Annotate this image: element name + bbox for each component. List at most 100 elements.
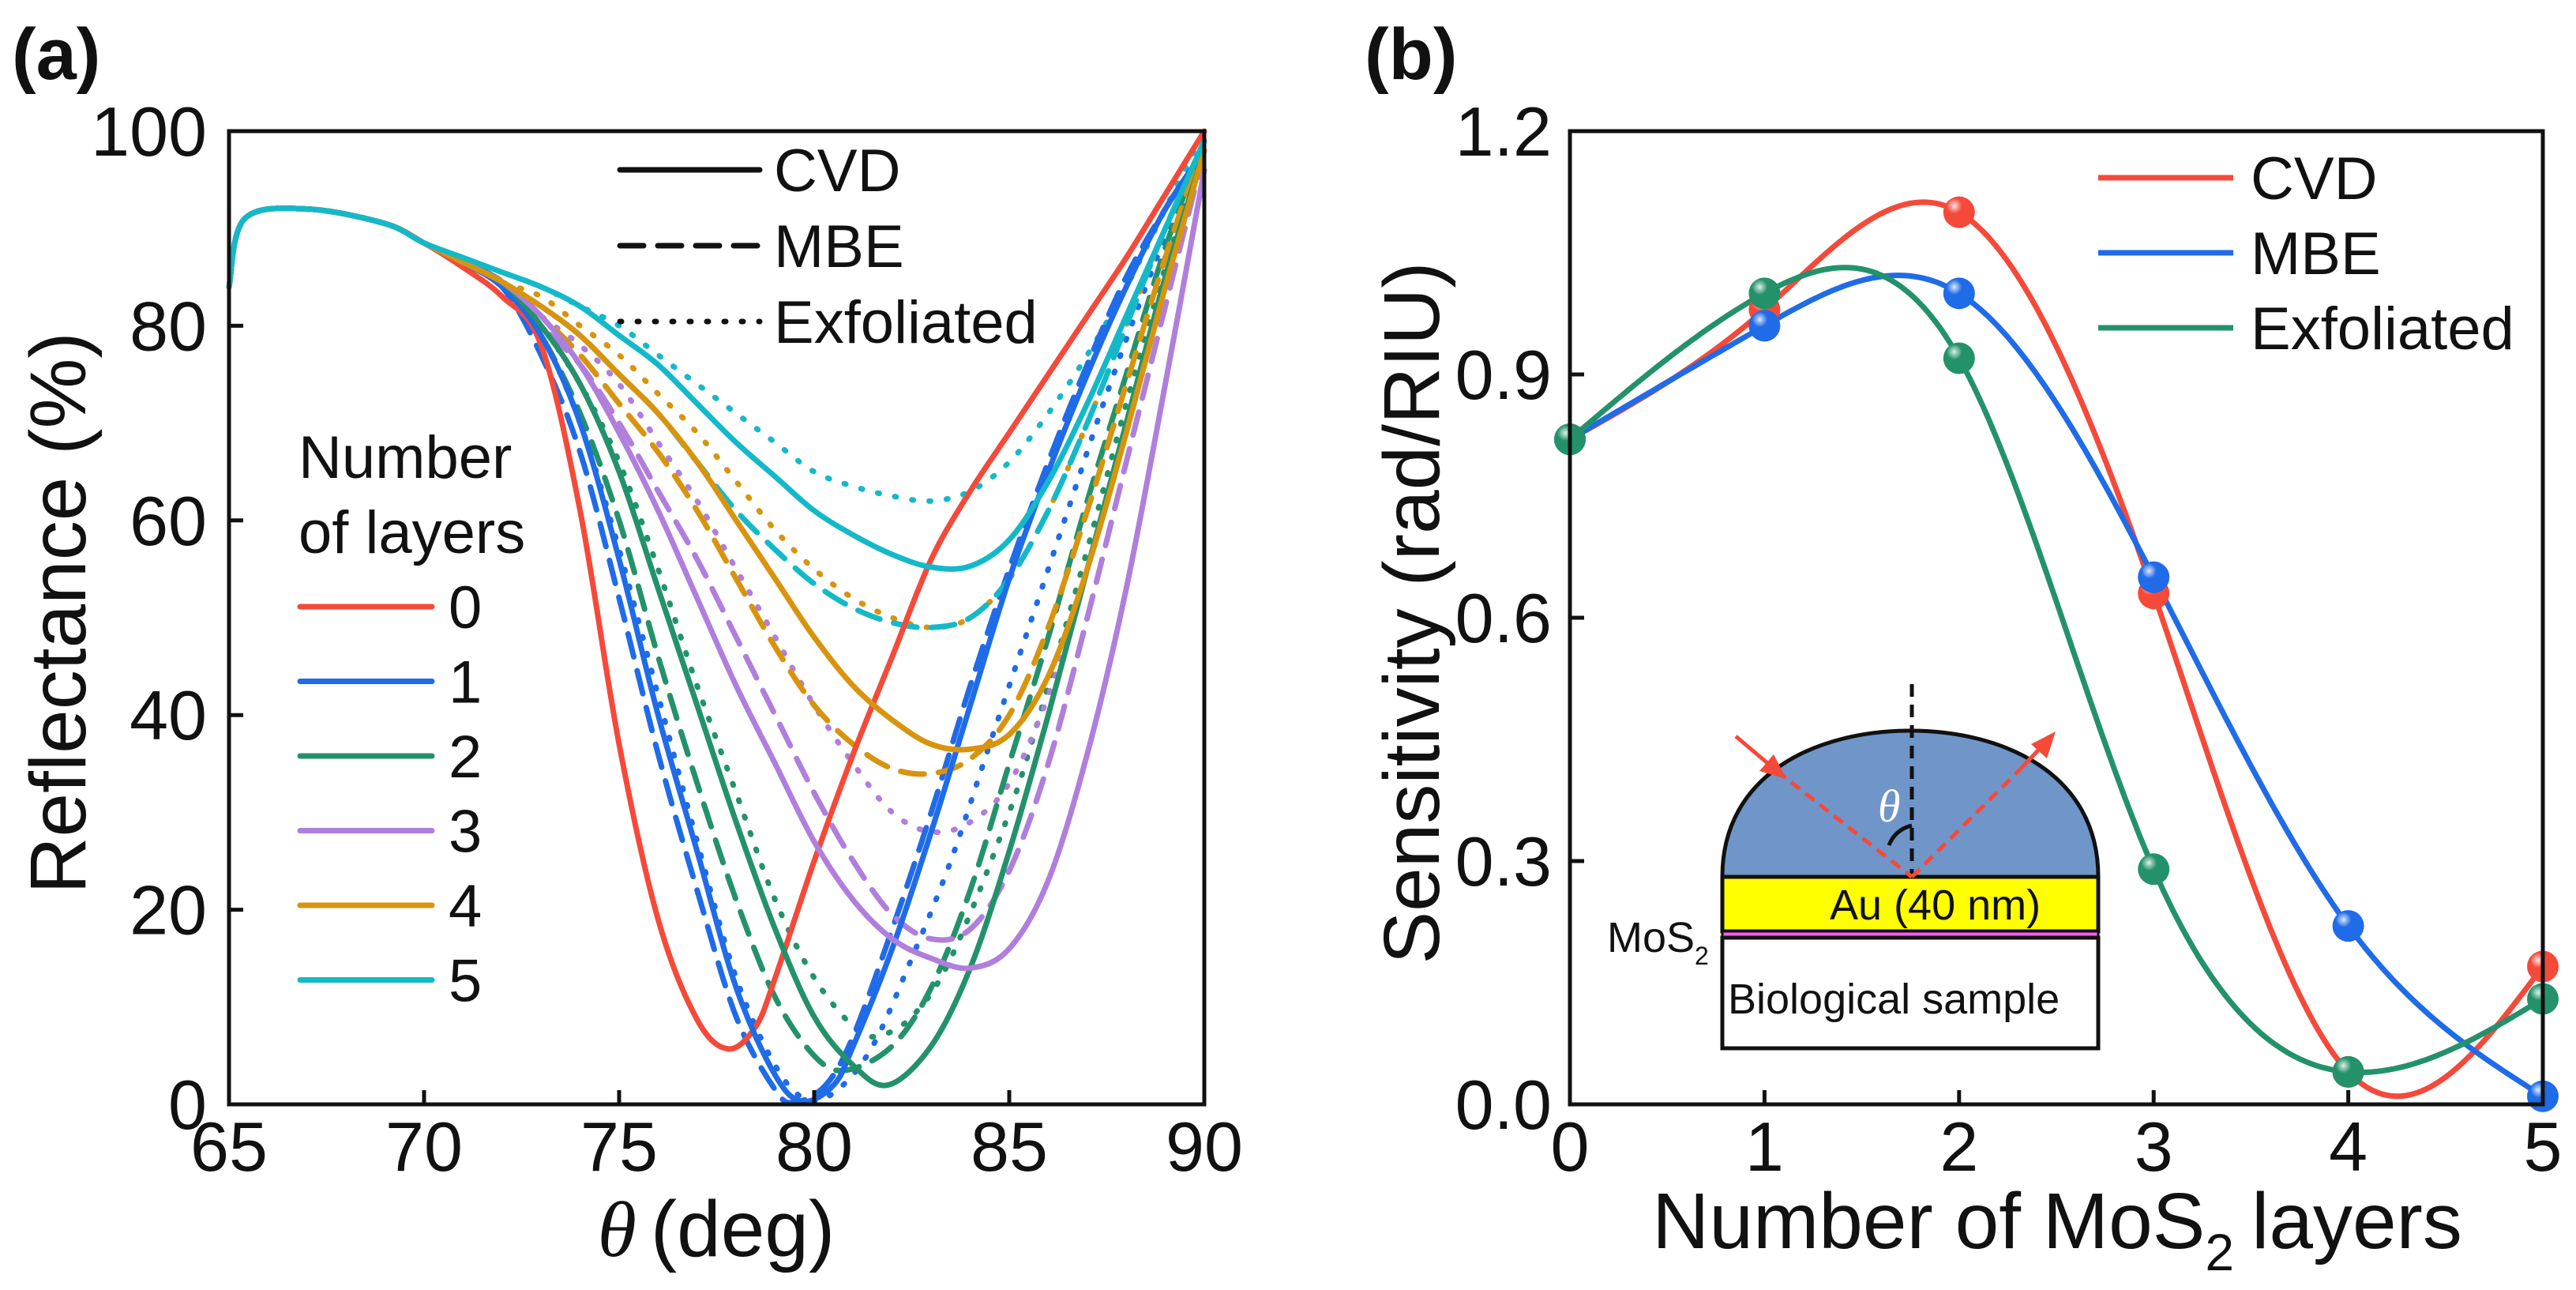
curve-cvd-2-layers (226, 148, 1207, 1089)
data-point-exfoliated (1943, 342, 1975, 374)
legend-label-layers-0: 0 (449, 574, 482, 641)
panel-a-curves (226, 128, 1207, 1106)
data-point-exfoliated (2138, 853, 2170, 886)
color-legend-title-line-1: Number (299, 424, 512, 491)
panel-b-label: (b) (1365, 14, 1457, 95)
y-tick-label: 0.0 (1455, 1066, 1552, 1144)
data-point-mbe (1943, 277, 1975, 310)
legend-label-cvd: CVD (774, 137, 900, 205)
y-tick-label: 0.6 (1455, 579, 1552, 657)
theta-symbol: θ (598, 1186, 636, 1273)
marker-highlight (2332, 910, 2364, 942)
marker-highlight (2138, 561, 2170, 593)
legend-label-exfoliated: Exfoliated (2251, 295, 2514, 363)
panel-b-legend: CVD MBE Exfoliated (2098, 145, 2514, 363)
reflected-beam-inside (1910, 766, 2023, 878)
legend-label-cvd: CVD (2251, 145, 2377, 212)
incident-beam-inside (1775, 769, 1913, 878)
legend-label-mbe: MBE (774, 213, 904, 280)
sensitivity-curve-mbe (1568, 273, 2544, 1099)
panel-a-color-legend: 0 1 2 3 4 5 (297, 574, 482, 1015)
marker-highlight (1943, 342, 1975, 374)
curve-mbe-1-layers (226, 148, 1207, 1106)
panel-b-curves (1568, 199, 2545, 1100)
x-tick-label: 75 (580, 1108, 658, 1186)
legend-label-layers-3: 3 (449, 799, 482, 866)
biological-sample-label: Biological sample (1728, 976, 2060, 1023)
mos2-label: MoS2 (1607, 914, 1709, 970)
data-point-mbe (1748, 310, 1781, 342)
data-point-cvd (1943, 196, 1975, 228)
data-point-mbe (2138, 561, 2170, 593)
mos2-label-subscript: 2 (1695, 942, 1709, 970)
inset-angle-label: θ (1878, 780, 1901, 832)
marker-highlight (2332, 1055, 2364, 1088)
panel-b-y-axis-title: Sensitivity (rad/RIU) (1368, 261, 1456, 964)
biological-sample-layer (1720, 935, 2101, 1051)
curve-cvd-0-layers (226, 128, 1207, 1052)
data-point-mbe (2332, 910, 2364, 942)
reflected-arrowhead-icon (2031, 732, 2056, 758)
legend-label-layers-4: 4 (449, 873, 482, 940)
y-tick-label: 0.9 (1455, 336, 1552, 414)
panel-b-x-axis-title: Number of MoS2 layers (1652, 1177, 2462, 1281)
data-point-exfoliated (2332, 1055, 2364, 1088)
legend-label-mbe: MBE (2251, 220, 2381, 288)
curve-mbe-4-layers (226, 137, 1207, 777)
sensitivity-curve-exfoliated (1568, 265, 2544, 1075)
x-tick-label: 70 (385, 1108, 463, 1186)
panel-a-plot-frame (227, 129, 1207, 1107)
curve-cvd-5-layers (226, 137, 1207, 572)
x-tick-label: 4 (2329, 1108, 2368, 1186)
marker-highlight (2138, 853, 2170, 886)
color-legend-title-line-2: of layers (299, 499, 525, 566)
y-tick-label: 60 (130, 482, 207, 560)
y-tick-label: 40 (130, 676, 207, 754)
marker-highlight (1748, 277, 1781, 310)
y-tick-label: 1.2 (1455, 92, 1552, 171)
panel-b-ticks: 0 1 2 3 4 5 0.0 0.3 0.6 0.9 1.2 (1455, 92, 2563, 1186)
y-tick-label: 80 (130, 287, 207, 365)
legend-label-layers-1: 1 (449, 649, 482, 716)
x-tick-label: 85 (971, 1108, 1048, 1186)
data-point-exfoliated (1748, 277, 1781, 310)
legend-label-layers-5: 5 (449, 948, 482, 1015)
x-axis-title-subscript: 2 (2205, 1223, 2234, 1281)
x-tick-label: 0 (1551, 1108, 1590, 1186)
x-tick-label: 5 (2524, 1108, 2563, 1186)
light-beam (1734, 732, 2056, 878)
y-tick-label: 0 (168, 1066, 207, 1144)
x-tick-label: 80 (775, 1108, 853, 1186)
curve-exfoliated-1-layers (226, 148, 1207, 1104)
x-axis-title-end: layers (2251, 1177, 2462, 1266)
x-tick-label: 65 (190, 1108, 268, 1186)
panel-a-label: (a) (12, 14, 100, 95)
panel-b: (b) θ Au (40 nm) Biological sample MoS2 (1365, 14, 2562, 1281)
panel-a-x-axis-title: θ (deg) (598, 1185, 836, 1273)
curve-mbe-5-layers (226, 137, 1207, 630)
legend-label-layers-2: 2 (449, 724, 482, 791)
x-tick-label: 3 (2135, 1108, 2173, 1186)
y-tick-label: 0.3 (1455, 822, 1552, 901)
panel-a-style-legend: CVD MBE Exfoliated (617, 137, 1038, 356)
x-tick-label: 2 (1940, 1108, 1978, 1186)
legend-label-exfoliated: Exfoliated (774, 289, 1038, 356)
angle-arc (1887, 823, 1913, 847)
curve-cvd-1-layers (226, 148, 1207, 1104)
x-tick-label: 90 (1166, 1108, 1243, 1186)
y-tick-label: 100 (91, 92, 207, 171)
mos2-label-text: MoS (1607, 914, 1695, 961)
panel-a-y-axis-title: Reflectance (%) (14, 332, 103, 893)
sensor-schematic-inset: θ Au (40 nm) Biological sample MoS2 (1607, 684, 2101, 1051)
marker-highlight (1943, 196, 1975, 228)
x-tick-label: 1 (1745, 1108, 1784, 1186)
gold-layer-label: Au (40 nm) (1830, 882, 2041, 929)
x-axis-title-main: Number of MoS (1652, 1177, 2205, 1266)
x-axis-unit: (deg) (651, 1185, 835, 1273)
curve-exfoliated-2-layers (226, 148, 1207, 1040)
marker-highlight (1748, 310, 1781, 342)
y-tick-label: 20 (130, 871, 207, 950)
